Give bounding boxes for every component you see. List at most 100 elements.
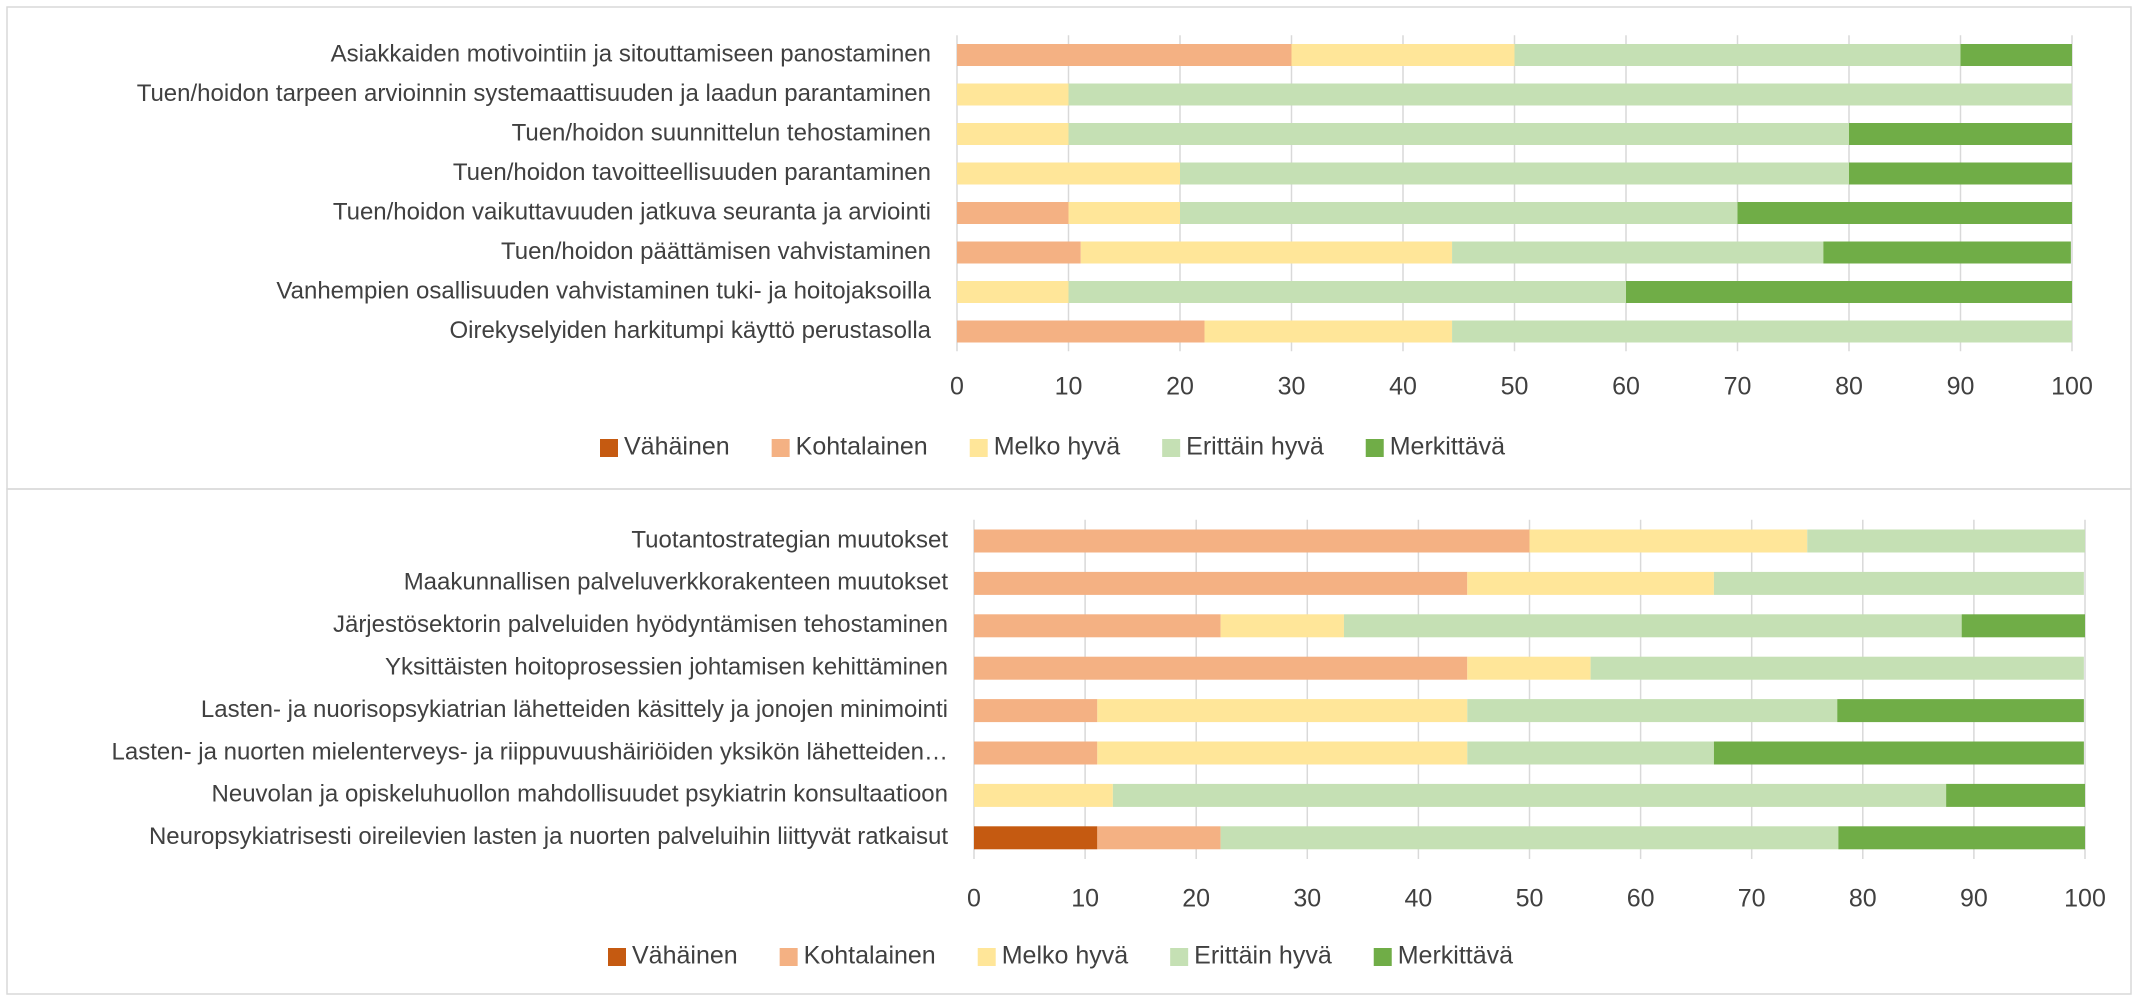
legend-swatch bbox=[608, 948, 626, 966]
legend-swatch bbox=[969, 439, 988, 457]
category-label: Tuen/hoidon tarpeen arvioinnin systemaat… bbox=[137, 80, 931, 107]
bar-segment bbox=[1713, 571, 2084, 595]
bar-segment bbox=[1849, 123, 2072, 145]
bar-segment bbox=[974, 571, 1468, 595]
bar-segment bbox=[1180, 202, 1738, 224]
bar-segment bbox=[1112, 783, 1947, 807]
legend-label: Kohtalainen bbox=[804, 942, 936, 970]
bar-segment bbox=[1590, 656, 2084, 680]
legend-label: Melko hyvä bbox=[994, 433, 1121, 461]
bar-segment bbox=[1467, 741, 1714, 765]
legend-label: Kohtalainen bbox=[796, 433, 928, 461]
legend-label: Vähäinen bbox=[632, 942, 738, 970]
x-tick-label: 100 bbox=[2064, 885, 2106, 913]
bar-segment bbox=[974, 614, 1221, 638]
bar-segment bbox=[1467, 656, 1591, 680]
category-label: Järjestösektorin palveluiden hyödyntämis… bbox=[333, 611, 948, 638]
x-tick-label: 60 bbox=[1627, 885, 1655, 913]
legend-swatch bbox=[1373, 948, 1392, 966]
x-tick-label: 0 bbox=[950, 373, 964, 401]
category-label: Tuen/hoidon vaikuttavuuden jatkuva seura… bbox=[333, 198, 931, 225]
x-tick-label: 40 bbox=[1389, 373, 1417, 401]
category-label: Oirekyselyiden harkitumpi käyttö perusta… bbox=[449, 317, 931, 344]
category-label: Yksittäisten hoitoprosessien johtamisen … bbox=[385, 654, 948, 681]
x-tick-label: 90 bbox=[1947, 373, 1975, 401]
x-tick-label: 20 bbox=[1166, 373, 1194, 401]
legend-label: Merkittävä bbox=[1398, 942, 1513, 970]
bar-segment bbox=[957, 123, 1069, 145]
x-tick-label: 70 bbox=[1724, 373, 1752, 401]
category-label: Lasten- ja nuorisopsykiatrian lähetteide… bbox=[201, 696, 948, 723]
bar-segment bbox=[1837, 699, 2084, 723]
bar-segment bbox=[1529, 529, 1808, 553]
bar-segment bbox=[974, 783, 1113, 807]
x-tick-label: 30 bbox=[1278, 373, 1306, 401]
bar-segment bbox=[1452, 320, 2072, 343]
bar-segment bbox=[1626, 281, 2072, 303]
x-tick-label: 20 bbox=[1182, 885, 1210, 913]
bar-segment bbox=[1097, 699, 1468, 723]
bar-segment bbox=[1097, 826, 1221, 850]
bar-segment bbox=[974, 529, 1530, 553]
bar-segment bbox=[957, 320, 1205, 343]
bar-segment bbox=[957, 83, 1069, 106]
legend-label: Erittäin hyvä bbox=[1194, 942, 1332, 970]
category-label: Lasten- ja nuorten mielenterveys- ja rii… bbox=[112, 738, 948, 765]
bar-segment bbox=[1737, 202, 2072, 224]
x-tick-label: 10 bbox=[1071, 885, 1099, 913]
legend-swatch bbox=[600, 439, 618, 457]
bar-segment bbox=[1180, 162, 1849, 185]
x-tick-label: 10 bbox=[1055, 373, 1083, 401]
bar-segment bbox=[1467, 699, 1838, 723]
chart-frame bbox=[6, 488, 2132, 995]
category-label: Tuen/hoidon suunnittelun tehostaminen bbox=[512, 119, 931, 146]
bar-segment bbox=[957, 162, 1180, 185]
legend-swatch bbox=[1365, 439, 1384, 457]
bar-segment bbox=[1068, 123, 1849, 145]
bar-segment bbox=[1068, 83, 2072, 106]
legend-label: Erittäin hyvä bbox=[1186, 433, 1324, 461]
bar-segment bbox=[1946, 783, 2085, 807]
bar-segment bbox=[1452, 241, 1824, 264]
bar-segment bbox=[1838, 826, 2085, 850]
bar-segment bbox=[1291, 44, 1515, 66]
category-label: Asiakkaiden motivointiin ja sitouttamise… bbox=[331, 40, 931, 67]
legend-label: Vähäinen bbox=[624, 433, 730, 461]
bar-segment bbox=[974, 741, 1098, 765]
bar-segment bbox=[974, 826, 1098, 850]
bar-segment bbox=[1343, 614, 1962, 638]
category-label: Neuropsykiatrisesti oireilevien lasten j… bbox=[149, 823, 948, 850]
bar-segment bbox=[1068, 281, 1626, 303]
x-tick-label: 60 bbox=[1612, 373, 1640, 401]
x-tick-label: 30 bbox=[1293, 885, 1321, 913]
bar-segment bbox=[1204, 320, 1453, 343]
legend-swatch bbox=[779, 948, 798, 966]
x-tick-label: 100 bbox=[2051, 373, 2093, 401]
bar-segment bbox=[974, 699, 1098, 723]
legend-swatch bbox=[977, 948, 996, 966]
bar-segment bbox=[1849, 162, 2072, 185]
bar-segment bbox=[1097, 741, 1468, 765]
bar-segment bbox=[957, 281, 1069, 303]
category-label: Maakunnallisen palveluverkkorakenteen mu… bbox=[404, 569, 949, 596]
category-label: Tuen/hoidon päättämisen vahvistaminen bbox=[501, 238, 931, 265]
bar-segment bbox=[1080, 241, 1453, 264]
legend-label: Merkittävä bbox=[1390, 433, 1505, 461]
x-tick-label: 70 bbox=[1738, 885, 1766, 913]
bar-segment bbox=[1467, 571, 1714, 595]
x-tick-label: 80 bbox=[1835, 373, 1863, 401]
x-tick-label: 40 bbox=[1404, 885, 1432, 913]
bar-segment bbox=[1960, 44, 2072, 66]
x-tick-label: 0 bbox=[967, 885, 981, 913]
bar-segment bbox=[1514, 44, 1961, 66]
bar-segment bbox=[957, 44, 1292, 66]
bar-segment bbox=[1220, 826, 1839, 850]
legend-swatch bbox=[771, 439, 790, 457]
bar-segment bbox=[1713, 741, 2084, 765]
x-tick-label: 50 bbox=[1501, 373, 1529, 401]
bar-segment bbox=[957, 241, 1081, 264]
x-tick-label: 80 bbox=[1849, 885, 1877, 913]
bar-segment bbox=[1807, 529, 2085, 553]
bar-segment bbox=[1961, 614, 2085, 638]
legend-swatch bbox=[1170, 948, 1189, 966]
